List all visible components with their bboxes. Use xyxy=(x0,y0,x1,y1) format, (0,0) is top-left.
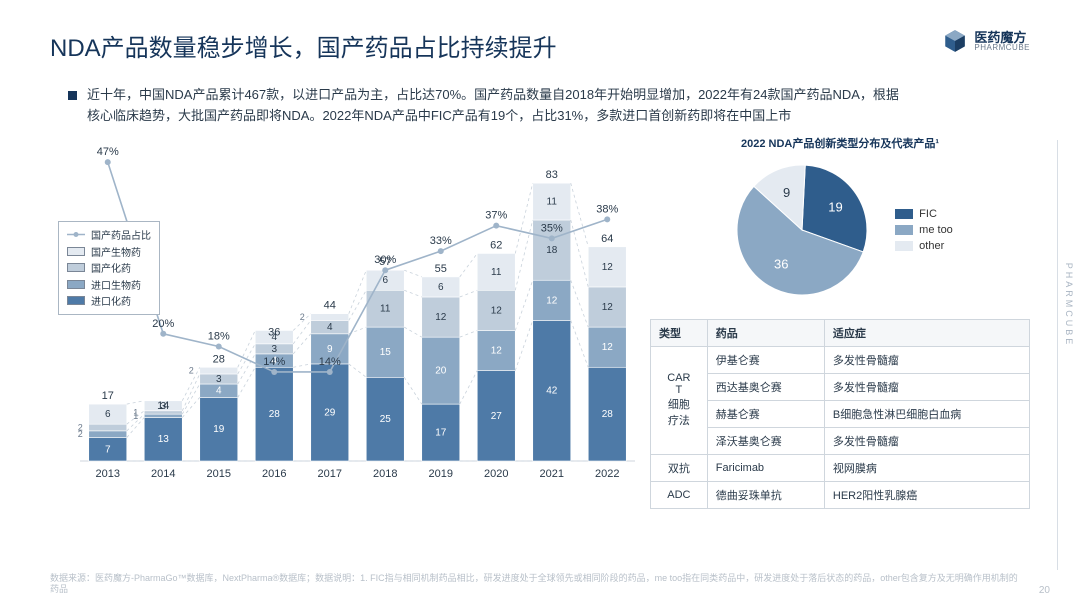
svg-text:25: 25 xyxy=(380,414,392,425)
svg-text:35%: 35% xyxy=(541,222,563,234)
svg-text:14%: 14% xyxy=(263,356,285,368)
svg-text:19: 19 xyxy=(828,199,842,214)
pie-legend: FICme tooother xyxy=(895,208,953,252)
svg-text:12: 12 xyxy=(602,261,614,272)
svg-text:30%: 30% xyxy=(374,254,396,266)
svg-text:38%: 38% xyxy=(596,203,618,215)
cube-icon xyxy=(942,28,968,54)
page-title: NDA产品数量稳步增长，国产药品占比持续提升 xyxy=(50,28,557,63)
svg-text:2019: 2019 xyxy=(429,468,453,480)
svg-text:2015: 2015 xyxy=(207,468,231,480)
bullet-icon xyxy=(68,91,77,100)
logo-cn: 医药魔方 xyxy=(974,31,1030,44)
svg-text:27: 27 xyxy=(491,410,503,421)
svg-text:17: 17 xyxy=(102,390,114,402)
svg-text:12: 12 xyxy=(546,295,558,306)
svg-text:4: 4 xyxy=(216,385,222,396)
svg-text:12: 12 xyxy=(602,302,614,313)
side-brand: PHARMCUBE xyxy=(1064,263,1074,348)
svg-text:83: 83 xyxy=(546,169,558,181)
svg-text:33%: 33% xyxy=(430,235,452,247)
svg-text:36: 36 xyxy=(774,256,788,271)
svg-text:2014: 2014 xyxy=(151,468,175,480)
svg-text:14: 14 xyxy=(157,400,169,412)
svg-text:3: 3 xyxy=(216,374,222,385)
svg-text:12: 12 xyxy=(491,305,503,316)
svg-text:4: 4 xyxy=(327,322,333,333)
svg-text:2: 2 xyxy=(78,422,83,432)
logo-en: PHARMCUBE xyxy=(974,44,1030,52)
bar-line-chart: 7226172013131131420141943228201528434362… xyxy=(50,135,640,495)
bullet: 近十年，中国NDA产品累计467款，以进口产品为主，占比达70%。国产药品数量自… xyxy=(68,85,1030,127)
svg-text:28: 28 xyxy=(213,353,225,365)
footnote: 数据来源：医药魔方-PharmaGo™数据库，NextPharma®数据库；数据… xyxy=(50,573,1020,596)
svg-text:47%: 47% xyxy=(97,146,119,158)
bullet-text: 近十年，中国NDA产品累计467款，以进口产品为主，占比达70%。国产药品数量自… xyxy=(87,85,907,127)
svg-text:13: 13 xyxy=(158,434,170,445)
svg-text:2016: 2016 xyxy=(262,468,286,480)
svg-text:2018: 2018 xyxy=(373,468,397,480)
svg-text:2022: 2022 xyxy=(595,468,619,480)
slide: NDA产品数量稳步增长，国产药品占比持续提升 医药魔方 PHARMCUBE 近十… xyxy=(0,0,1080,610)
svg-text:44: 44 xyxy=(324,299,336,311)
svg-text:12: 12 xyxy=(602,342,614,353)
svg-text:11: 11 xyxy=(380,303,391,314)
svg-text:20%: 20% xyxy=(152,317,174,329)
svg-text:6: 6 xyxy=(382,275,388,286)
svg-text:64: 64 xyxy=(601,232,613,244)
svg-text:14%: 14% xyxy=(319,356,341,368)
svg-text:15: 15 xyxy=(380,347,392,358)
svg-text:6: 6 xyxy=(438,282,444,293)
svg-text:6: 6 xyxy=(105,409,111,420)
svg-text:62: 62 xyxy=(490,239,502,251)
svg-text:2020: 2020 xyxy=(484,468,508,480)
chart-legend: 国产药品占比国产生物药国产化药进口生物药进口化药 xyxy=(58,221,160,315)
svg-text:20: 20 xyxy=(435,365,447,376)
svg-text:12: 12 xyxy=(435,312,447,323)
svg-text:28: 28 xyxy=(602,409,614,420)
svg-text:55: 55 xyxy=(435,262,447,274)
svg-text:2021: 2021 xyxy=(540,468,564,480)
svg-text:42: 42 xyxy=(546,385,558,396)
content-row: 7226172013131131420141943228201528434362… xyxy=(50,135,1030,509)
svg-text:2013: 2013 xyxy=(96,468,120,480)
svg-text:19: 19 xyxy=(213,424,225,435)
page-number: 20 xyxy=(1039,585,1050,596)
svg-text:18: 18 xyxy=(546,245,558,256)
header: NDA产品数量稳步增长，国产药品占比持续提升 医药魔方 PHARMCUBE xyxy=(50,28,1030,63)
svg-text:2017: 2017 xyxy=(318,468,342,480)
svg-text:18%: 18% xyxy=(208,330,230,342)
right-panel: 2022 NDA产品创新类型分布及代表产品¹ 19 36 9 FICme tooot… xyxy=(650,135,1030,509)
svg-text:17: 17 xyxy=(435,427,447,438)
svg-text:2: 2 xyxy=(189,365,194,375)
svg-text:7: 7 xyxy=(105,444,111,455)
product-table: 类型药品适应症CAR T 细胞 疗法伊基仑赛多发性骨髓瘤西达基奥仑赛多发性骨髓瘤… xyxy=(650,319,1030,509)
pie-chart: 19 36 9 xyxy=(727,155,877,305)
logo: 医药魔方 PHARMCUBE xyxy=(942,28,1030,54)
svg-text:11: 11 xyxy=(547,196,558,207)
svg-text:9: 9 xyxy=(327,343,333,354)
side-divider xyxy=(1057,140,1058,570)
pie-title: 2022 NDA产品创新类型分布及代表产品¹ xyxy=(650,135,1030,151)
svg-text:36: 36 xyxy=(268,326,280,338)
svg-text:9: 9 xyxy=(783,184,790,199)
svg-text:12: 12 xyxy=(491,345,503,356)
svg-text:11: 11 xyxy=(491,266,502,277)
svg-text:3: 3 xyxy=(271,343,277,354)
svg-text:37%: 37% xyxy=(485,209,507,221)
svg-text:28: 28 xyxy=(269,409,281,420)
svg-text:29: 29 xyxy=(324,407,336,418)
